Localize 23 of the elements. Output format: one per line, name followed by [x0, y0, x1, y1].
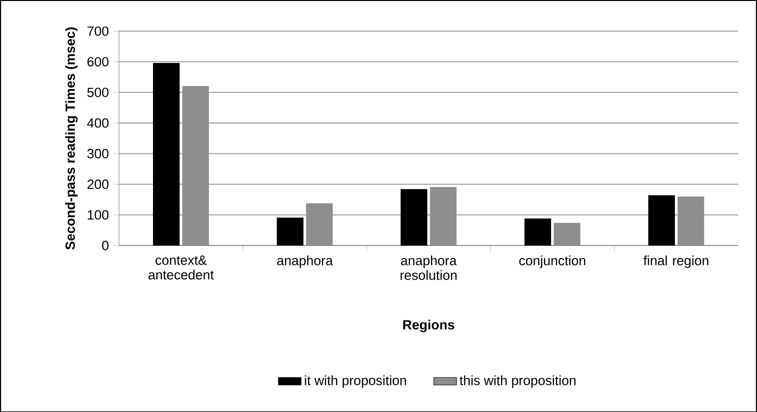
- x-tick-label: anaphora resolution: [400, 255, 457, 280]
- bar: [554, 222, 580, 246]
- x-axis-title: Regions: [403, 319, 454, 332]
- bar: [152, 62, 180, 246]
- bar: [648, 195, 675, 246]
- bar: [276, 217, 304, 246]
- bar: [524, 218, 552, 246]
- x-tick-label: context& antecedent: [148, 255, 214, 280]
- y-tick-label: 100: [88, 210, 108, 220]
- y-tick-label: 600: [87, 56, 108, 66]
- legend-label: it with proposition: [304, 375, 406, 388]
- y-axis-title: Second-pass reading Times (msec): [65, 27, 78, 250]
- x-tick-label: final region: [643, 255, 708, 268]
- y-tick-label: 400: [87, 118, 108, 128]
- x-tick-label: conjunction: [519, 255, 586, 268]
- y-tick-label: 700: [87, 26, 108, 36]
- legend-label: this with proposition: [460, 375, 576, 388]
- y-tick-label: 0: [102, 240, 108, 250]
- y-tick-label: 200: [87, 179, 108, 189]
- bar: [400, 188, 428, 246]
- y-tick-label: 300: [87, 148, 108, 158]
- y-tick-label: 500: [87, 87, 108, 97]
- x-tick-label: anaphora: [277, 255, 333, 268]
